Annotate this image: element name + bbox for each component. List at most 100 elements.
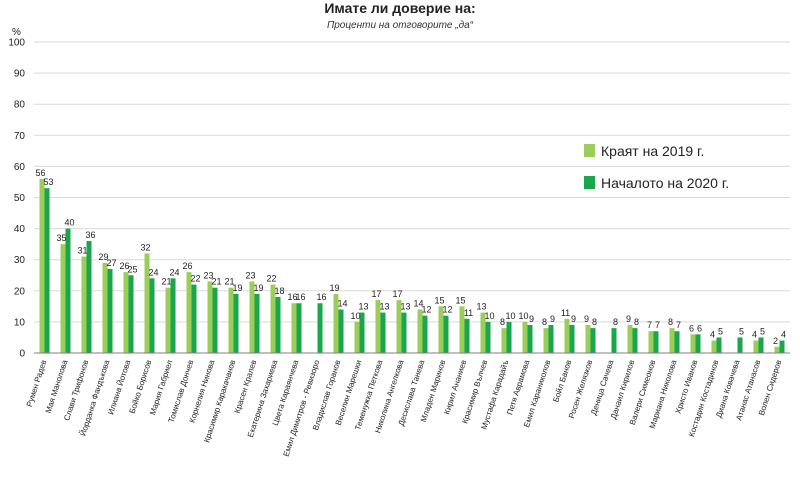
bar-start-2020: [86, 241, 92, 353]
bar-end-2019: [354, 321, 360, 353]
data-label: 7: [676, 320, 681, 330]
bar-end-2019: [81, 256, 87, 353]
bar-start-2020: [506, 321, 512, 353]
data-label: 12: [442, 305, 452, 315]
bar-end-2019: [669, 328, 675, 353]
data-label: 8: [500, 317, 505, 327]
data-label: 9: [584, 314, 589, 324]
data-label: 13: [358, 302, 368, 312]
bar-start-2020: [569, 325, 575, 353]
bar-start-2020: [611, 328, 617, 353]
legend: Краят на 2019 г. Началото на 2020 г.: [584, 143, 729, 191]
data-label: 53: [43, 177, 53, 187]
data-label: 35: [56, 233, 66, 243]
legend-label: Краят на 2019 г.: [601, 143, 704, 159]
bar-end-2019: [60, 244, 66, 353]
data-label: 7: [647, 320, 652, 330]
bar-start-2020: [674, 331, 680, 353]
data-label: 24: [169, 267, 179, 277]
data-label: 6: [697, 323, 702, 333]
bar-start-2020: [695, 334, 701, 353]
data-label: 4: [710, 330, 715, 340]
bar-start-2020: [464, 318, 470, 353]
bar-start-2020: [401, 312, 407, 353]
data-label: 10: [484, 311, 494, 321]
data-label: 10: [518, 311, 528, 321]
data-label: 15: [455, 295, 465, 305]
data-label: 26: [119, 261, 129, 271]
data-label: 22: [266, 274, 276, 284]
bar-end-2019: [207, 281, 213, 353]
bar-start-2020: [44, 188, 50, 353]
data-label: 10: [505, 311, 515, 321]
data-label: 13: [379, 302, 389, 312]
data-label: 31: [77, 246, 87, 256]
bar-end-2019: [39, 178, 45, 353]
data-label: 23: [203, 270, 213, 280]
bar-end-2019: [333, 293, 339, 353]
data-label: 29: [98, 252, 108, 262]
y-tick-label: 20: [14, 286, 26, 297]
data-label: 9: [626, 314, 631, 324]
chart-subtitle: Проценти на отговорите „да“: [326, 20, 474, 31]
bar-start-2020: [653, 331, 659, 353]
bar-start-2020: [107, 269, 113, 353]
bar-end-2019: [753, 340, 759, 353]
data-label: 18: [274, 286, 284, 296]
y-tick-label: 70: [14, 131, 26, 142]
data-label: 19: [253, 283, 263, 293]
bar-start-2020: [485, 321, 491, 353]
bar-end-2019: [186, 272, 192, 353]
data-label: 16: [295, 292, 305, 302]
data-label: 16: [316, 292, 326, 302]
bar-end-2019: [774, 346, 780, 353]
bar-end-2019: [690, 334, 696, 353]
x-tick-label: Бойл Банов: [551, 359, 573, 404]
data-label: 9: [550, 314, 555, 324]
data-label: 5: [718, 326, 723, 336]
bar-end-2019: [648, 331, 654, 353]
bar-end-2019: [585, 325, 591, 353]
bar-start-2020: [296, 303, 302, 353]
data-label: 19: [232, 283, 242, 293]
data-label: 8: [592, 317, 597, 327]
bar-end-2019: [270, 284, 276, 353]
data-label: 25: [127, 264, 137, 274]
bar-start-2020: [170, 278, 176, 353]
data-label: 40: [64, 218, 74, 228]
bar-end-2019: [375, 300, 381, 353]
bar-start-2020: [128, 275, 134, 353]
bar-end-2019: [564, 318, 570, 353]
data-label: 56: [35, 168, 45, 178]
data-label: 4: [752, 330, 757, 340]
y-tick-label: 90: [14, 69, 26, 80]
data-label: 10: [350, 311, 360, 321]
bar-start-2020: [338, 309, 344, 353]
bar-end-2019: [459, 306, 465, 353]
y-tick-label: 30: [14, 255, 26, 266]
gridlines: [34, 41, 790, 323]
bar-start-2020: [443, 315, 449, 353]
y-tick-label: 80: [14, 100, 26, 111]
data-label: 7: [655, 320, 660, 330]
bar-start-2020: [254, 293, 260, 353]
y-tick-label: 60: [14, 162, 26, 173]
bar-start-2020: [548, 325, 554, 353]
data-label: 11: [464, 308, 473, 318]
bar-start-2020: [632, 328, 638, 353]
data-label: 22: [190, 274, 200, 284]
data-label: 27: [106, 258, 116, 268]
bar-start-2020: [716, 337, 722, 353]
data-label: 26: [182, 261, 192, 271]
bar-end-2019: [417, 309, 423, 353]
y-axis-ticks: 0 10 20 30 40 50 60 70 80 90 100: [8, 38, 25, 360]
y-tick-label: 50: [14, 193, 26, 204]
bar-start-2020: [65, 228, 71, 353]
bar-start-2020: [212, 287, 218, 353]
bar-start-2020: [422, 315, 428, 353]
bar-end-2019: [228, 287, 234, 353]
bar-start-2020: [191, 284, 197, 353]
